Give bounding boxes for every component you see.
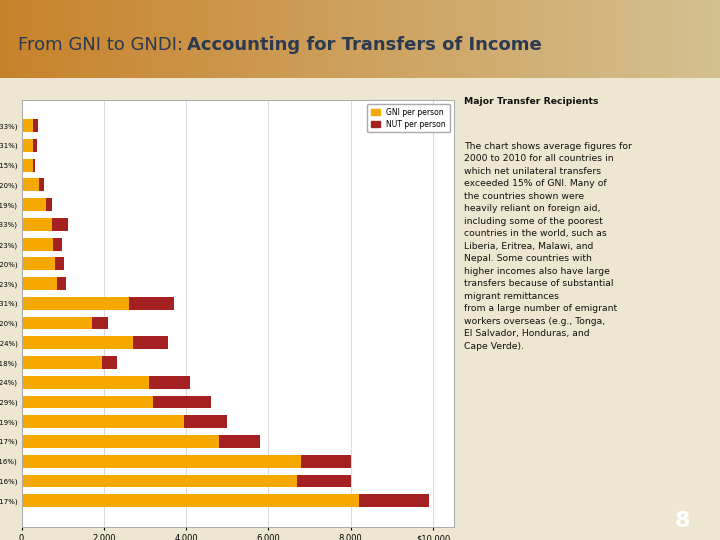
Bar [22, 455, 302, 468]
Bar [22, 159, 33, 172]
Bar [153, 396, 211, 408]
Bar [22, 435, 219, 448]
Legend: GNI per person, NUT per person: GNI per person, NUT per person [367, 104, 450, 132]
Bar [22, 198, 46, 211]
Text: Accounting for Transfers of Income: Accounting for Transfers of Income [187, 36, 542, 55]
Bar [40, 179, 44, 191]
Bar [22, 356, 102, 369]
Bar [22, 475, 297, 488]
Bar [22, 119, 32, 132]
Bar [219, 435, 260, 448]
Bar [22, 415, 184, 428]
Bar [22, 238, 53, 251]
Bar [53, 238, 63, 251]
Bar [22, 277, 57, 290]
Bar [22, 297, 129, 310]
Bar [22, 316, 91, 329]
Bar [22, 396, 153, 408]
Bar [32, 119, 38, 132]
Bar [129, 297, 174, 310]
Bar [52, 218, 68, 231]
Bar [32, 139, 37, 152]
Text: From GNI to GNDI:: From GNI to GNDI: [18, 36, 189, 55]
Bar [22, 494, 359, 507]
Text: 8: 8 [675, 510, 690, 531]
Bar [297, 475, 351, 488]
Bar [22, 139, 32, 152]
Bar [57, 277, 66, 290]
Bar [22, 258, 55, 271]
Bar [149, 376, 190, 389]
Bar [55, 258, 63, 271]
Bar [91, 316, 107, 329]
Bar [22, 376, 149, 389]
Bar [102, 356, 117, 369]
Bar [302, 455, 351, 468]
Bar [184, 415, 228, 428]
Bar [46, 198, 52, 211]
Bar [132, 336, 168, 349]
Bar [359, 494, 429, 507]
Bar [22, 218, 52, 231]
Bar [22, 179, 40, 191]
Bar [22, 336, 132, 349]
Bar [33, 159, 35, 172]
Text: Major Transfer Recipients: Major Transfer Recipients [464, 97, 599, 106]
Text: The chart shows average figures for
2000 to 2010 for all countries in
which net : The chart shows average figures for 2000… [464, 142, 632, 351]
